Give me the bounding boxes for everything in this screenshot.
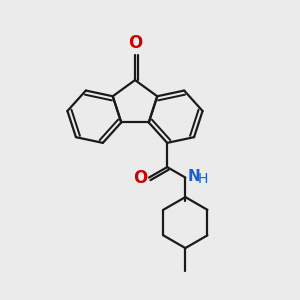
Text: O: O bbox=[128, 34, 142, 52]
Text: H: H bbox=[198, 172, 208, 186]
Text: N: N bbox=[188, 169, 200, 184]
Text: O: O bbox=[133, 169, 148, 187]
